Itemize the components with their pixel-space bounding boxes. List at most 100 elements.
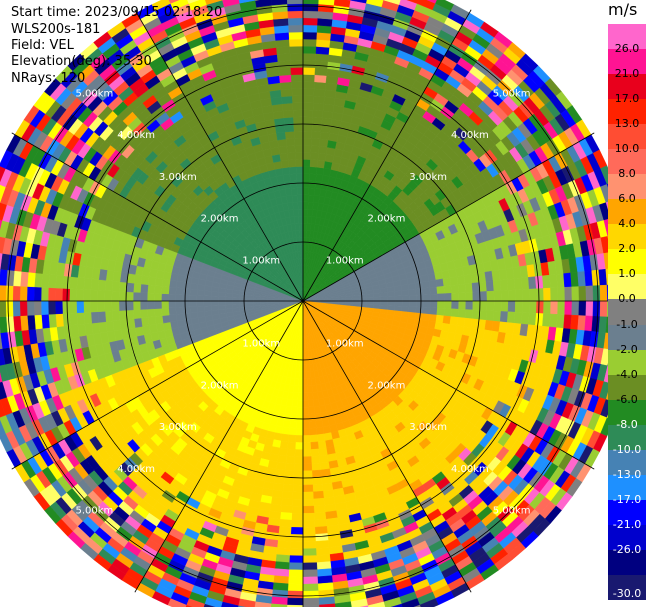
velocity-gate <box>302 484 314 493</box>
velocity-gate <box>514 311 523 325</box>
velocity-gate <box>289 420 297 429</box>
velocity-gate <box>394 305 403 312</box>
velocity-gate <box>359 297 367 302</box>
velocity-gate <box>451 300 459 310</box>
velocity-gate <box>557 287 566 302</box>
velocity-gate <box>291 399 299 408</box>
velocity-gate <box>507 300 516 313</box>
velocity-gate <box>319 454 329 464</box>
velocity-gate <box>450 284 459 294</box>
velocity-gate <box>442 315 452 325</box>
velocity-gate <box>302 519 316 528</box>
velocity-gate <box>161 307 170 317</box>
velocity-gate <box>306 364 311 372</box>
velocity-gate <box>570 271 579 288</box>
velocity-gate <box>313 81 327 90</box>
velocity-gate <box>133 309 142 319</box>
velocity-gate <box>104 290 113 302</box>
velocity-gate <box>472 291 481 302</box>
velocity-gate <box>55 274 64 289</box>
velocity-gate <box>34 314 43 330</box>
velocity-gate <box>415 300 424 308</box>
velocity-gate <box>308 180 316 189</box>
velocity-gate <box>422 307 431 315</box>
velocity-gate <box>313 512 327 521</box>
velocity-gate <box>542 274 551 289</box>
velocity-gate <box>287 434 297 443</box>
velocity-gate <box>458 292 467 302</box>
velocity-gate <box>310 455 321 464</box>
velocity-gate <box>168 286 177 295</box>
velocity-gate <box>542 313 551 328</box>
velocity-gate <box>302 576 319 585</box>
velocity-gate <box>316 25 333 34</box>
velocity-gate <box>316 426 325 436</box>
velocity-gate <box>83 277 92 291</box>
velocity-gate <box>373 300 382 306</box>
velocity-gate <box>118 281 128 292</box>
velocity-gate <box>428 279 438 288</box>
velocity-gate <box>278 447 288 457</box>
velocity-gate <box>175 294 184 302</box>
velocity-gate <box>302 145 312 153</box>
velocity-gate <box>514 289 523 302</box>
velocity-gate <box>316 554 331 563</box>
velocity-gate <box>444 293 452 302</box>
velocity-gate <box>321 418 330 428</box>
velocity-gate <box>287 441 296 450</box>
velocity-gate <box>302 477 313 486</box>
velocity-gate <box>176 313 185 322</box>
velocity-gate <box>521 312 530 325</box>
velocity-gate <box>571 300 580 316</box>
velocity-gate <box>279 440 289 450</box>
velocity-gate <box>62 300 70 314</box>
velocity-gate <box>317 440 327 450</box>
velocity-gate <box>139 292 148 302</box>
velocity-gate <box>302 130 313 139</box>
velocity-gate <box>168 307 177 316</box>
velocity-gate <box>203 300 212 307</box>
velocity-gate <box>543 300 552 315</box>
velocity-gate <box>317 152 327 162</box>
velocity-gate <box>449 276 459 286</box>
velocity-gate <box>506 311 516 324</box>
velocity-gate <box>302 60 316 68</box>
velocity-gate <box>309 420 317 429</box>
velocity-gate <box>132 291 141 302</box>
velocity-gate <box>401 300 410 307</box>
velocity-gate <box>48 274 57 289</box>
velocity-gate <box>308 413 316 422</box>
velocity-gate <box>232 304 240 309</box>
velocity-gate <box>543 287 552 302</box>
velocity-gate <box>302 562 318 571</box>
velocity-gate <box>140 275 150 285</box>
velocity-gate <box>591 315 601 333</box>
velocity-gate <box>299 364 304 373</box>
velocity-gate <box>302 74 316 83</box>
velocity-gate <box>302 116 313 125</box>
velocity-gate <box>500 300 509 312</box>
velocity-gate <box>506 278 516 291</box>
velocity-gate <box>464 283 473 293</box>
velocity-gate <box>394 300 403 307</box>
velocity-gate <box>175 307 184 315</box>
velocity-gate <box>310 441 319 450</box>
velocity-gate <box>310 138 321 147</box>
velocity-gate <box>478 281 488 292</box>
velocity-gate <box>147 292 155 302</box>
velocity-gate <box>414 281 423 290</box>
velocity-gate <box>104 310 114 322</box>
velocity-gate <box>309 159 319 168</box>
velocity-gate <box>311 469 322 478</box>
velocity-gate <box>393 285 402 292</box>
velocity-gate <box>83 289 92 302</box>
velocity-gate <box>302 45 317 54</box>
velocity-gate <box>302 222 308 231</box>
velocity-gate <box>302 81 315 90</box>
velocity-gate <box>366 293 374 298</box>
velocity-gate <box>111 300 120 312</box>
velocity-gate <box>285 462 295 471</box>
velocity-gate <box>277 533 291 542</box>
velocity-gate <box>140 308 149 319</box>
velocity-gate <box>279 512 293 521</box>
